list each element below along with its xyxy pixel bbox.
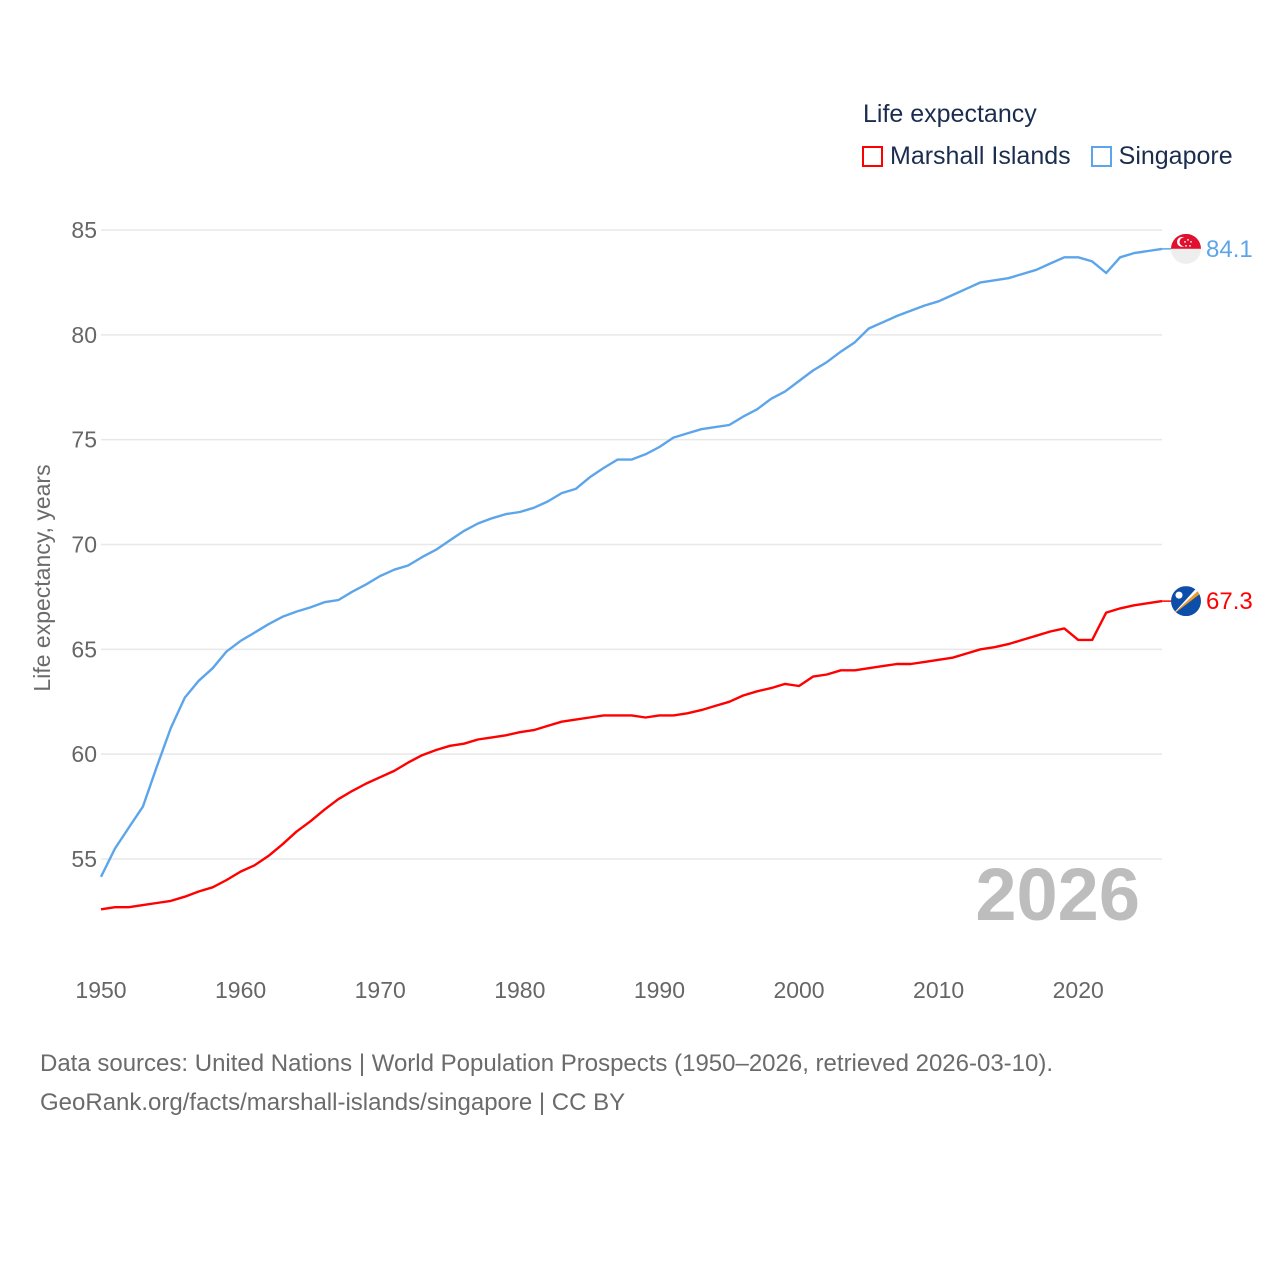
flag-star xyxy=(1190,240,1192,243)
x-tick-label: 1950 xyxy=(75,977,126,1003)
legend-item-singapore[interactable]: Singapore xyxy=(1090,142,1233,171)
y-axis-ticks: 55 60 65 70 75 80 85 xyxy=(71,217,97,872)
legend-swatch xyxy=(1090,146,1112,167)
end-value-label: 67.3 xyxy=(1206,588,1253,615)
legend-swatch xyxy=(862,146,883,167)
y-axis-label: Life expectancy, years xyxy=(29,464,55,691)
flag-star xyxy=(1185,244,1187,247)
legend-title: Life expectancy xyxy=(863,100,1037,128)
legend: Marshall Islands Singapore xyxy=(862,142,1253,171)
y-tick-label: 55 xyxy=(71,846,97,872)
source-line: Data sources: United Nations | World Pop… xyxy=(40,1050,1054,1077)
legend-label: Marshall Islands xyxy=(890,142,1071,170)
flag-crescent-cut xyxy=(1179,237,1189,247)
year-watermark: 2026 xyxy=(975,853,1140,936)
flag-star xyxy=(1187,238,1189,241)
flag xyxy=(1171,233,1201,264)
singapore-flag-icon xyxy=(1171,233,1201,264)
data-source-note: Data sources: United Nations | World Pop… xyxy=(40,1044,1053,1122)
legend-item-marshall-islands[interactable]: Marshall Islands xyxy=(862,142,1071,171)
flag xyxy=(1171,586,1201,617)
series-line-marshall-islands xyxy=(100,599,1163,911)
y-tick-label: 65 xyxy=(71,636,97,662)
x-tick-label: 2010 xyxy=(913,977,964,1003)
flag-star xyxy=(1175,591,1183,599)
series-line-singapore xyxy=(99,247,1163,878)
x-tick-label: 1960 xyxy=(215,977,266,1003)
marshall-islands-flag-icon xyxy=(1171,586,1201,617)
y-tick-label: 75 xyxy=(71,427,97,453)
x-axis-ticks: 1950 1960 1970 1980 1990 2000 2010 2020 xyxy=(75,977,1103,1003)
x-tick-label: 1970 xyxy=(355,977,406,1003)
x-tick-label: 2020 xyxy=(1053,977,1104,1003)
y-tick-label: 70 xyxy=(71,532,97,558)
x-tick-label: 1990 xyxy=(634,977,685,1003)
flag-star xyxy=(1189,244,1191,247)
y-tick-label: 85 xyxy=(71,217,97,243)
flag-star xyxy=(1184,240,1186,243)
flag-white-stripe xyxy=(1171,586,1201,617)
attribution-line: GeoRank.org/facts/marshall-islands/singa… xyxy=(40,1089,626,1116)
end-value-label: 84.1 xyxy=(1206,236,1253,263)
flag-white-band xyxy=(1171,248,1201,264)
gridlines xyxy=(101,229,1162,860)
y-tick-label: 80 xyxy=(71,322,97,348)
y-tick-label: 60 xyxy=(71,741,97,767)
x-tick-label: 2000 xyxy=(773,977,824,1003)
series-end-markers: 67.3 84.1 xyxy=(1162,233,1253,617)
legend-label: Singapore xyxy=(1118,142,1233,170)
x-tick-label: 1980 xyxy=(494,977,545,1003)
series-lines xyxy=(99,247,1163,911)
